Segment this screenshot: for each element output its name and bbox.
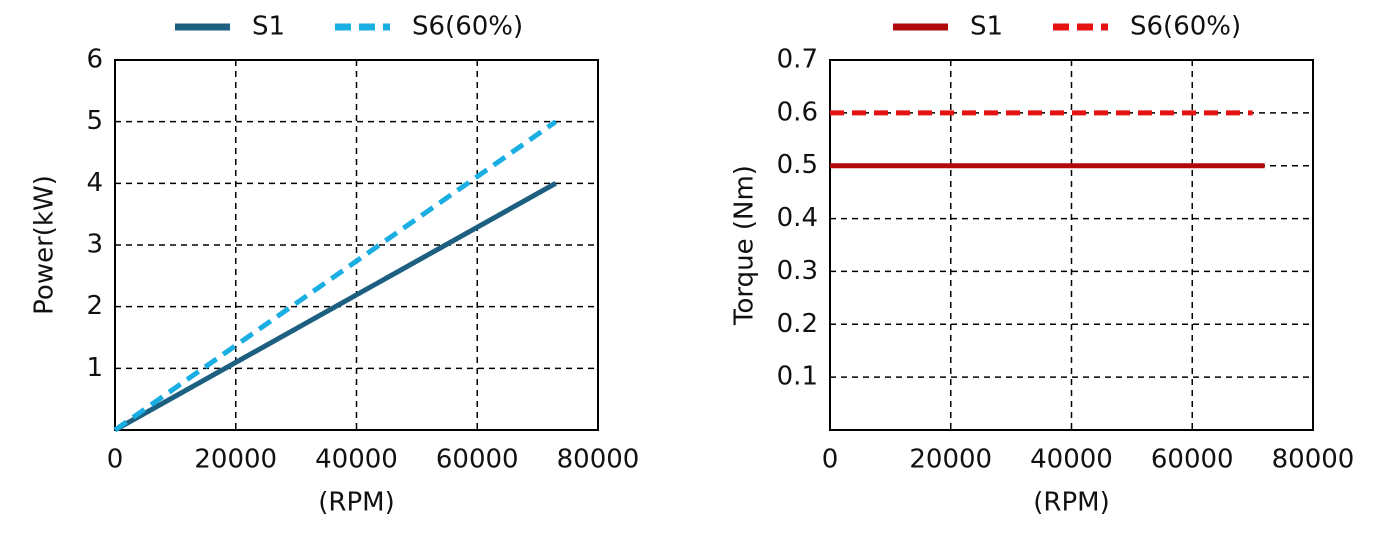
y-axis-label: Power(kW): [30, 175, 60, 315]
y-tick-label: 6: [86, 45, 103, 75]
legend-label: S6(60%): [1130, 12, 1241, 42]
y-tick-label: 0.6: [777, 97, 818, 127]
plot-frame: [114, 59, 599, 431]
legend-label: S1: [252, 12, 285, 42]
x-tick-label: 40000: [315, 445, 398, 475]
y-tick-label: 0.7: [777, 45, 818, 75]
x-tick-label: 40000: [1030, 445, 1113, 475]
x-axis-label: (RPM): [1033, 488, 1109, 518]
x-tick-label: 80000: [557, 445, 640, 475]
legend-label: S6(60%): [412, 12, 523, 42]
y-axis-label: Torque (Nm): [730, 165, 760, 326]
y-tick-label: 4: [86, 168, 103, 198]
legend-label: S1: [970, 12, 1003, 42]
y-tick-label: 2: [86, 291, 103, 321]
series-line: [113, 119, 558, 433]
y-tick-label: 3: [86, 230, 103, 260]
y-tick-label: 0.4: [777, 203, 818, 233]
y-tick-label: 1: [86, 353, 103, 383]
x-axis-label: (RPM): [318, 488, 394, 518]
y-tick-label: 0.5: [777, 150, 818, 180]
series-line: [113, 181, 557, 433]
x-tick-label: 80000: [1272, 445, 1355, 475]
x-tick-label: 20000: [194, 445, 277, 475]
x-tick-label: 0: [107, 445, 124, 475]
x-tick-label: 60000: [436, 445, 519, 475]
y-tick-label: 5: [86, 106, 103, 136]
x-tick-label: 20000: [909, 445, 992, 475]
y-tick-label: 0.2: [777, 309, 818, 339]
x-tick-label: 60000: [1151, 445, 1234, 475]
y-tick-label: 0.3: [777, 256, 818, 286]
x-tick-label: 0: [822, 445, 839, 475]
plot-frame: [829, 59, 1314, 431]
y-tick-label: 0.1: [777, 362, 818, 392]
